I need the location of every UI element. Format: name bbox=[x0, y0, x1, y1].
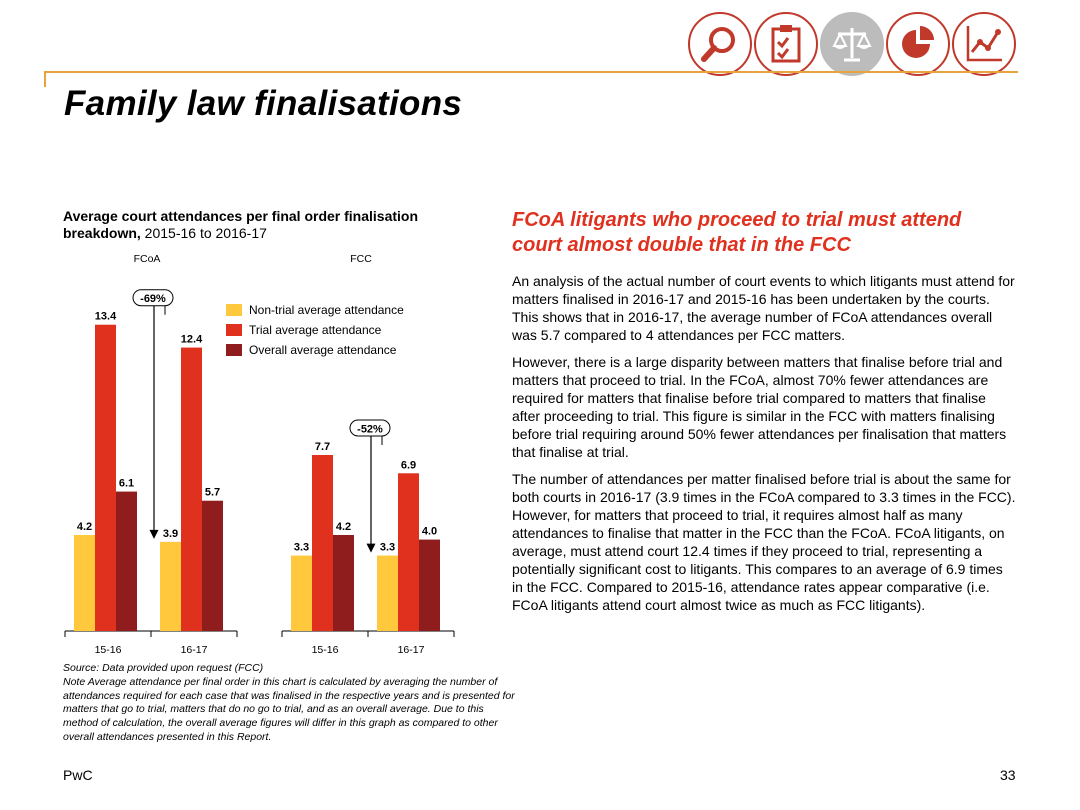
clipboard-icon[interactable] bbox=[754, 12, 818, 76]
annotation-bubble bbox=[132, 289, 174, 307]
data-label: 12.4 bbox=[181, 334, 203, 346]
line-chart-icon[interactable] bbox=[952, 12, 1016, 76]
data-label: 4.2 bbox=[336, 521, 351, 533]
group-label: FCoA bbox=[134, 253, 161, 265]
paragraph-2: However, there is a large disparity betw… bbox=[512, 354, 1007, 460]
header-tick bbox=[44, 71, 46, 87]
bar bbox=[419, 539, 440, 631]
bar bbox=[377, 555, 398, 631]
footer-brand: PwC bbox=[63, 767, 93, 783]
data-label: 6.9 bbox=[401, 459, 416, 471]
data-label: 7.7 bbox=[315, 441, 330, 453]
chart-legend: Non-trial average attendance Trial averag… bbox=[226, 300, 404, 360]
navigation-icons bbox=[688, 12, 1016, 76]
x-tick-label: 16-17 bbox=[181, 644, 208, 656]
data-label: 4.0 bbox=[422, 526, 437, 538]
annotation-arrow-head bbox=[366, 543, 376, 553]
bar bbox=[291, 555, 312, 631]
chart-title-rest: 2015-16 to 2016-17 bbox=[140, 225, 267, 241]
legend-label: Overall average attendance bbox=[249, 343, 397, 357]
data-label: 6.1 bbox=[119, 478, 134, 490]
data-label: 13.4 bbox=[95, 311, 117, 323]
x-tick-label: 16-17 bbox=[398, 644, 425, 656]
note-text: Note Average attendance per final order … bbox=[63, 675, 515, 743]
paragraph-1: An analysis of the actual number of cour… bbox=[512, 273, 1015, 343]
bar-chart: FCoA 15-16 4.2 13.4 6.1 16-17 3.9 12.4 5.7 -69% FC… bbox=[64, 253, 455, 656]
annotation-text: -52% bbox=[357, 424, 383, 436]
bar bbox=[95, 324, 116, 631]
bar bbox=[333, 535, 354, 631]
legend-item: Non-trial average attendance bbox=[226, 300, 404, 320]
legend-item: Trial average attendance bbox=[226, 320, 404, 340]
header-rule bbox=[44, 71, 1018, 73]
legend-label: Trial average attendance bbox=[249, 323, 382, 337]
annotation-text: -69% bbox=[140, 293, 166, 305]
x-tick-label: 15-16 bbox=[95, 644, 122, 656]
chart-title: Average court attendances per final orde… bbox=[63, 208, 423, 242]
data-label: 3.3 bbox=[294, 542, 309, 554]
body-text: An analysis of the actual number of cour… bbox=[512, 272, 1017, 623]
legend-label: Non-trial average attendance bbox=[249, 303, 404, 317]
bar bbox=[74, 535, 95, 631]
paragraph-3: The number of attendances per matter fin… bbox=[512, 471, 1016, 613]
bar bbox=[181, 347, 202, 631]
source-line: Source: Data provided upon request (FCC) bbox=[63, 662, 264, 674]
callout-heading: FCoA litigants who proceed to trial must… bbox=[512, 209, 962, 256]
legend-swatch bbox=[226, 304, 242, 316]
magnifier-icon[interactable] bbox=[688, 12, 752, 76]
source-note: Source: Data provided upon request (FCC)… bbox=[63, 662, 515, 745]
bar bbox=[116, 491, 137, 631]
x-tick-label: 15-16 bbox=[312, 644, 339, 656]
legend-item: Overall average attendance bbox=[226, 340, 404, 360]
bar bbox=[398, 473, 419, 631]
group-label: FCC bbox=[350, 253, 372, 265]
data-label: 4.2 bbox=[77, 521, 92, 533]
page-number: 33 bbox=[1000, 767, 1016, 783]
annotation-bubble bbox=[349, 419, 391, 437]
legend-swatch bbox=[226, 324, 242, 336]
data-label: 3.9 bbox=[163, 528, 178, 540]
data-label: 3.3 bbox=[380, 542, 395, 554]
chart-title-bold: Average court attendances per final orde… bbox=[63, 208, 419, 241]
page-title: Family law finalisations bbox=[64, 84, 463, 123]
pie-chart-icon[interactable] bbox=[886, 12, 950, 76]
legend-swatch bbox=[226, 344, 242, 356]
bar bbox=[160, 541, 181, 631]
annotation-arrow-head bbox=[149, 529, 159, 539]
scales-icon[interactable] bbox=[820, 12, 884, 76]
data-label: 5.7 bbox=[205, 487, 220, 499]
bar bbox=[202, 500, 223, 631]
bar bbox=[312, 455, 333, 631]
